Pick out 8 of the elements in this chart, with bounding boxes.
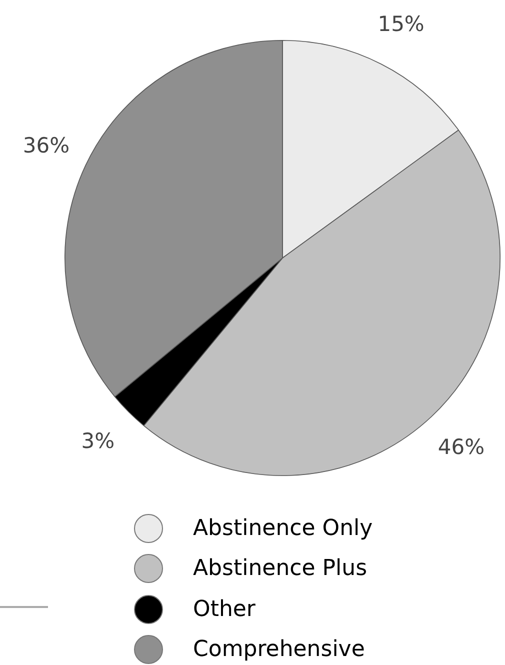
- data-label: 46%: [438, 434, 485, 459]
- legend-label: Abstinence Only: [193, 516, 373, 541]
- data-label: 15%: [378, 12, 424, 36]
- legend-label: Other: [193, 596, 256, 622]
- data-label: 36%: [22, 133, 70, 158]
- data-label: 3%: [81, 429, 115, 454]
- legend-label: Comprehensive: [193, 637, 365, 662]
- legend-label: Abstinence Plus: [193, 556, 368, 582]
